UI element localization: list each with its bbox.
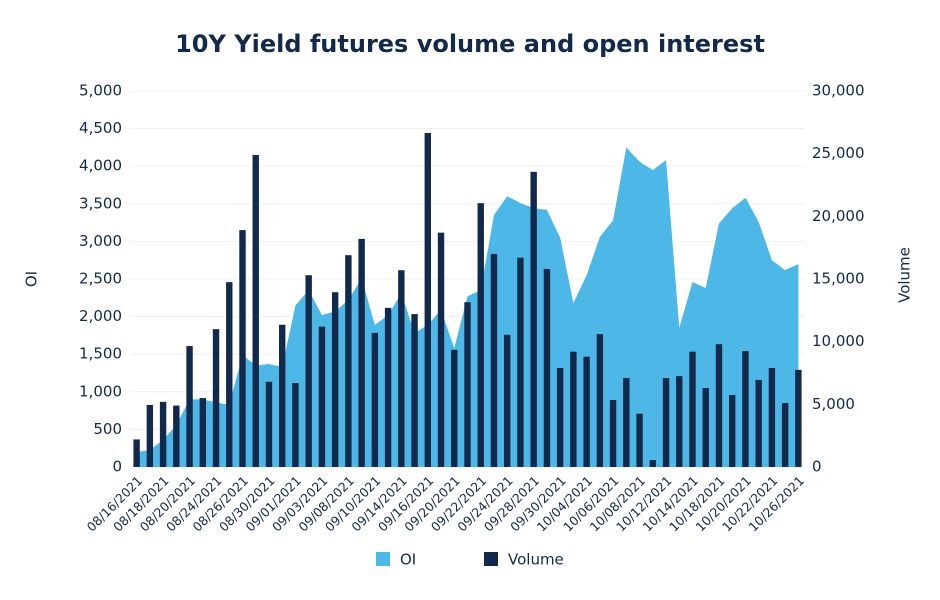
y2-tick-label: 10,000	[812, 332, 865, 350]
volume-bar	[199, 398, 206, 467]
volume-bar	[623, 378, 630, 467]
y2-tick-label: 30,000	[812, 82, 865, 100]
volume-bar	[252, 154, 259, 468]
volume-bar	[530, 171, 537, 467]
y2-tick-label: 20,000	[812, 207, 865, 225]
volume-bar	[504, 334, 511, 467]
volume-bar	[464, 302, 471, 467]
volume-bar	[556, 367, 564, 467]
volume-bar	[345, 255, 352, 467]
volume-bar	[424, 132, 431, 467]
volume-bar	[398, 270, 405, 467]
volume-bar	[649, 460, 656, 467]
volume-bar	[239, 230, 246, 467]
volume-bar	[517, 257, 524, 467]
y-tick-label: 1,500	[79, 345, 122, 363]
y-tick-label: 4,000	[79, 157, 122, 175]
volume-bar	[371, 332, 379, 467]
y-tick-label: 4,500	[79, 119, 122, 137]
volume-bar	[781, 403, 789, 467]
legend-label: Volume	[508, 551, 564, 569]
volume-bar	[292, 383, 299, 467]
volume-bar	[358, 238, 365, 467]
volume-bar	[331, 292, 339, 467]
volume-bar	[411, 314, 418, 467]
volume-bar	[543, 268, 551, 467]
volume-bar	[742, 351, 749, 467]
volume-bar	[451, 349, 458, 467]
volume-bar	[609, 399, 617, 467]
y-tick-label: 3,000	[79, 232, 122, 250]
volume-bar	[279, 324, 286, 467]
y-tick-label: 2,000	[79, 307, 122, 325]
volume-bar	[437, 232, 445, 467]
y-tick-label: 0	[112, 458, 122, 476]
volume-bar	[146, 404, 154, 467]
volume-bar	[173, 405, 180, 467]
y2-tick-label: 0	[812, 458, 822, 476]
legend-swatch	[376, 552, 390, 566]
volume-bar	[490, 253, 498, 467]
volume-bar	[384, 307, 392, 467]
volume-bar	[265, 381, 273, 467]
y-tick-label: 5,000	[79, 82, 122, 100]
volume-bar	[570, 351, 577, 467]
y-axis-label: OI	[23, 271, 41, 287]
y-tick-label: 3,500	[79, 194, 122, 212]
volume-bar	[477, 203, 484, 467]
legend-swatch	[484, 552, 498, 566]
legend-label: OI	[400, 551, 416, 569]
chart-title: 10Y Yield futures volume and open intere…	[175, 30, 765, 58]
volume-bar	[583, 356, 590, 467]
volume-bar	[662, 378, 670, 467]
volume-bar	[729, 394, 736, 467]
volume-bar	[676, 376, 683, 467]
volume-bar	[133, 439, 140, 467]
volume-bar	[186, 346, 193, 467]
volume-bar	[596, 334, 604, 467]
volume-bar	[305, 275, 312, 467]
volume-bar	[318, 326, 326, 467]
y2-tick-label: 25,000	[812, 144, 865, 162]
y-tick-label: 1,000	[79, 382, 122, 400]
volume-bar	[212, 329, 220, 467]
y2-axis-label: Volume	[896, 247, 914, 303]
volume-bar	[715, 344, 723, 467]
volume-bar	[795, 369, 802, 467]
volume-bar	[689, 351, 696, 467]
volume-bar	[226, 282, 233, 467]
volume-bar	[159, 401, 167, 467]
volume-bar	[768, 367, 776, 467]
y2-tick-label: 5,000	[812, 395, 855, 413]
volume-bar	[636, 413, 643, 467]
y2-tick-label: 15,000	[812, 270, 865, 288]
volume-bar	[702, 388, 709, 467]
y-tick-label: 500	[93, 420, 122, 438]
y-tick-label: 2,500	[79, 270, 122, 288]
volume-bar	[755, 379, 762, 467]
